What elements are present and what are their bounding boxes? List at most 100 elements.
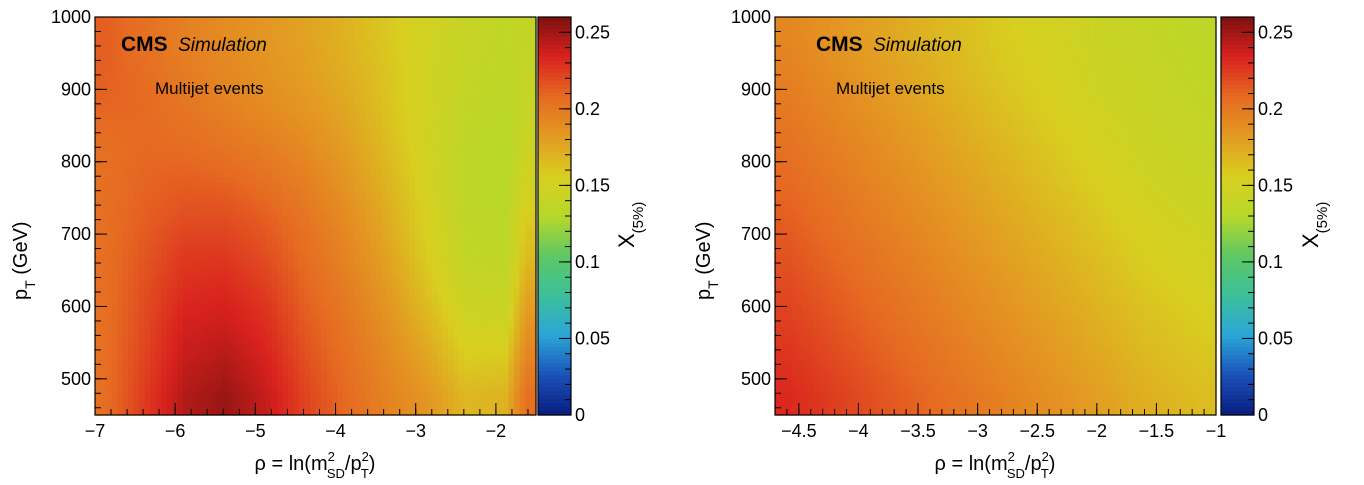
heatmap-cell: [425, 348, 432, 355]
heatmap-cell: [254, 337, 261, 344]
heatmap-cell: [403, 282, 410, 289]
heatmap-cell: [144, 155, 151, 162]
heatmap-cell: [436, 348, 443, 355]
heatmap-cell: [276, 66, 284, 73]
heatmap-cell: [304, 227, 311, 234]
heatmap-cell: [254, 210, 261, 217]
heatmap-cell: [326, 221, 333, 228]
heatmap-cell: [260, 232, 267, 239]
heatmap-cell: [491, 144, 499, 151]
heatmap-cell: [177, 99, 184, 107]
heatmap-cell: [166, 315, 173, 322]
heatmap-cell: [177, 44, 184, 51]
heatmap-cell: [348, 265, 355, 272]
heatmap-cell: [144, 227, 151, 234]
heatmap-cell: [260, 309, 267, 317]
heatmap-cell: [254, 55, 261, 62]
heatmap-cell: [343, 232, 350, 239]
heatmap-cell: [354, 276, 361, 283]
heatmap-cell: [530, 72, 537, 79]
heatmap-cell: [188, 171, 195, 178]
heatmap-cell: [370, 66, 377, 73]
heatmap-cell: [210, 138, 217, 145]
heatmap-cell: [243, 354, 250, 361]
heatmap-cell: [354, 265, 361, 272]
heatmap-cell: [161, 326, 168, 333]
heatmap-cell: [453, 149, 460, 156]
heatmap-cell: [150, 243, 157, 250]
heatmap-cell: [282, 182, 289, 189]
heatmap-cell: [133, 216, 140, 223]
heatmap-cell: [403, 160, 410, 167]
heatmap-cell: [442, 265, 449, 272]
heatmap-cell: [370, 133, 377, 140]
heatmap-cell: [436, 216, 443, 223]
heatmap-cell: [502, 282, 510, 289]
heatmap-cell: [282, 110, 289, 118]
heatmap-cell: [530, 160, 537, 167]
heatmap-cell: [387, 216, 394, 223]
heatmap-cell: [453, 271, 460, 278]
heatmap-cell: [414, 99, 421, 107]
heatmap-cell: [442, 17, 449, 24]
heatmap-cell: [221, 199, 228, 206]
heatmap-cell: [150, 332, 157, 339]
heatmap-cell: [414, 110, 421, 118]
heatmap-cell: [139, 227, 146, 234]
heatmap-cell: [431, 22, 438, 29]
heatmap-cell: [376, 44, 383, 51]
heatmap-cell: [199, 210, 206, 217]
heatmap-cell: [282, 271, 289, 278]
heatmap-cell: [287, 221, 295, 228]
heatmap-cell: [431, 94, 438, 101]
heatmap-cell: [161, 271, 168, 278]
heatmap-cell: [100, 276, 107, 283]
heatmap-cell: [282, 177, 289, 184]
heatmap-cell: [431, 39, 438, 46]
heatmap-cell: [188, 44, 195, 51]
heatmap-cell: [304, 138, 311, 145]
heatmap-cell: [420, 210, 427, 217]
heatmap-cell: [216, 282, 223, 289]
heatmap-cell: [304, 50, 311, 57]
heatmap-cell: [315, 33, 322, 40]
heatmap-cell: [117, 271, 124, 278]
heatmap-cell: [282, 133, 289, 140]
heatmap-cell: [304, 182, 311, 189]
heatmap-cell: [216, 39, 223, 46]
heatmap-cell: [106, 138, 113, 145]
heatmap-cell: [194, 293, 201, 300]
heatmap-cell: [111, 166, 118, 173]
heatmap-cell: [260, 160, 267, 167]
heatmap-cell: [464, 28, 471, 35]
heatmap-cell: [287, 122, 295, 129]
heatmap-cell: [464, 188, 471, 195]
heatmap-cell: [276, 116, 284, 123]
heatmap-cell: [453, 354, 460, 361]
heatmap-cell: [436, 298, 443, 306]
heatmap-cell: [365, 309, 372, 317]
heatmap-cell: [315, 44, 322, 51]
heatmap-cell: [392, 326, 399, 333]
heatmap-cell: [403, 144, 410, 151]
heatmap-cell: [106, 265, 113, 272]
heatmap-cell: [122, 298, 129, 306]
heatmap-cell: [117, 83, 124, 90]
heatmap-cell: [243, 99, 250, 107]
heatmap-cell: [486, 232, 493, 239]
heatmap-cell: [409, 138, 416, 145]
heatmap-cell: [431, 260, 438, 267]
heatmap-cell: [106, 193, 113, 201]
heatmap-cell: [238, 133, 245, 140]
heatmap-cell: [304, 249, 311, 256]
heatmap-cell: [491, 50, 499, 57]
heatmap-cell: [95, 326, 102, 333]
heatmap-cell: [309, 326, 317, 333]
heatmap-cell: [260, 133, 267, 140]
heatmap-cell: [144, 249, 151, 256]
heatmap-cell: [486, 83, 493, 90]
heatmap-cell: [513, 133, 521, 140]
heatmap-cell: [381, 332, 388, 339]
heatmap-cell: [348, 77, 355, 84]
heatmap-cell: [106, 260, 113, 267]
